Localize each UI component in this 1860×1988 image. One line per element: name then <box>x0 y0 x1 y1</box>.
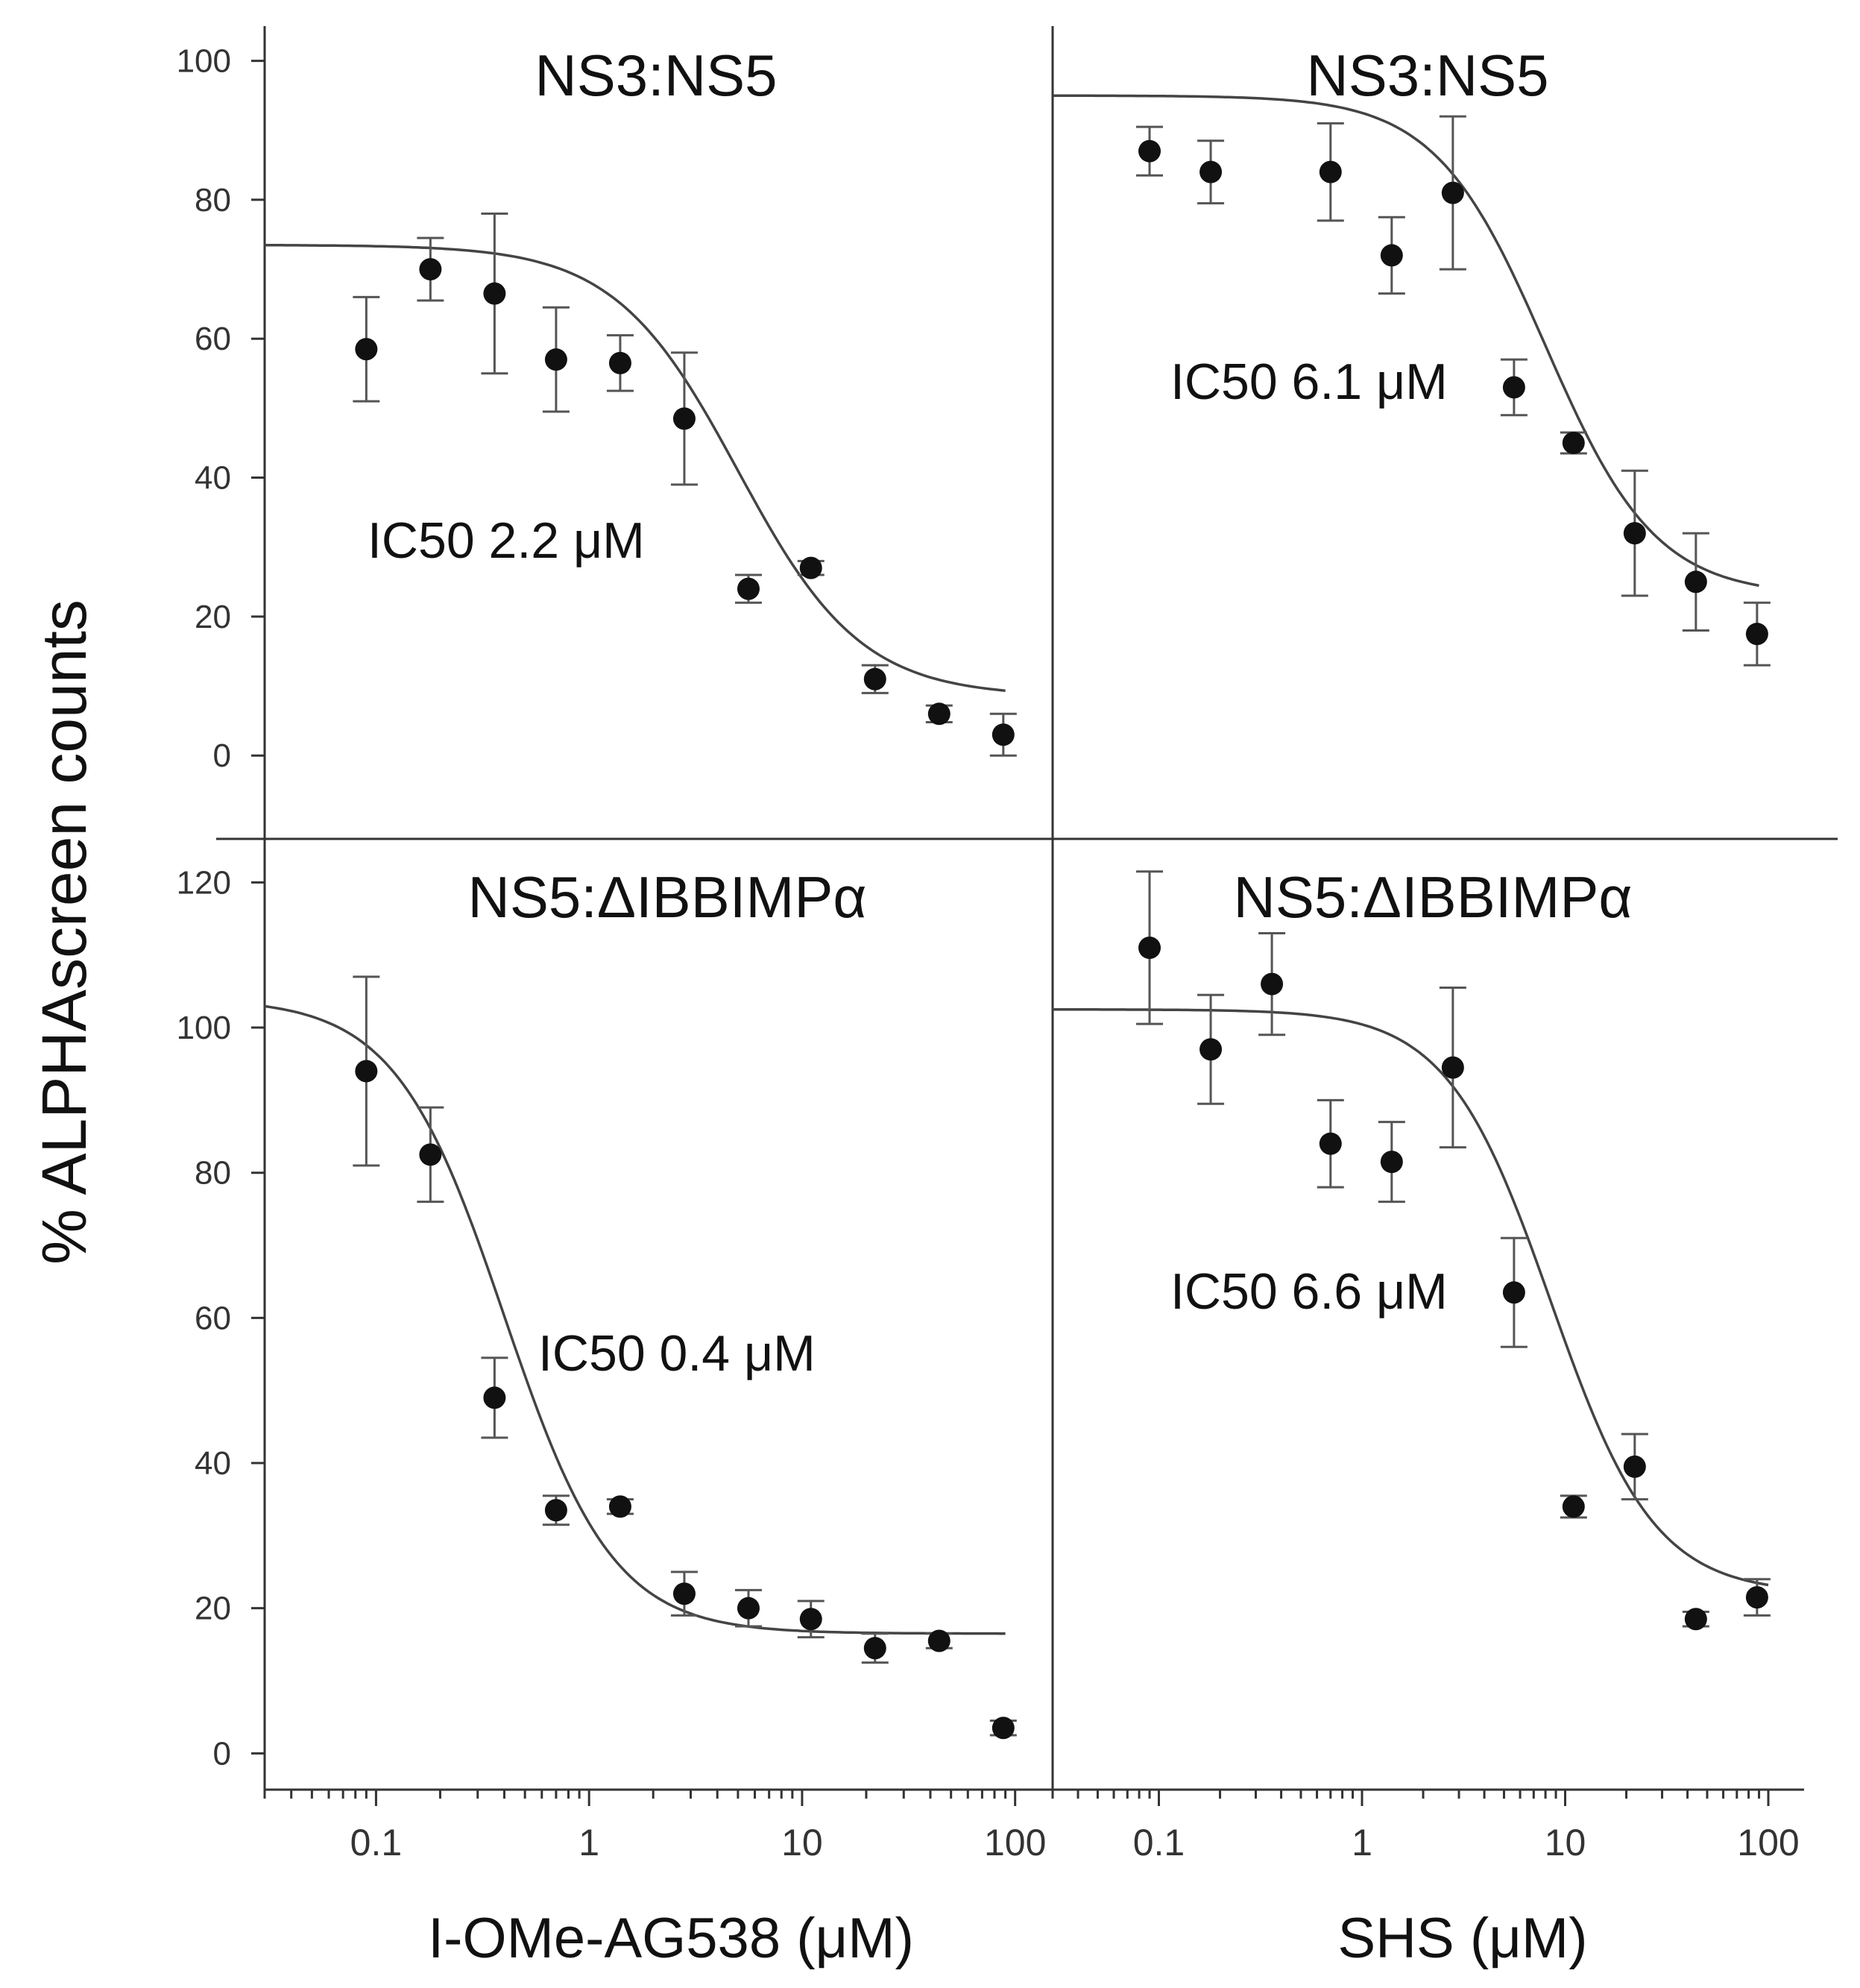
data-point <box>737 1597 760 1620</box>
data-point <box>1380 1151 1403 1174</box>
data-point <box>799 556 822 579</box>
y-tick-label: 120 <box>177 864 231 901</box>
x-tick-label: 1 <box>579 1822 599 1863</box>
data-point <box>863 1637 886 1660</box>
data-point <box>1319 160 1342 183</box>
panel-title: NS3:NS5 <box>1306 43 1548 108</box>
data-point <box>1441 181 1464 204</box>
data-point <box>1441 1056 1464 1079</box>
y-tick-label: 100 <box>177 43 231 80</box>
data-point <box>1199 160 1223 183</box>
data-point <box>672 1582 696 1605</box>
y-tick-label: 80 <box>195 182 231 218</box>
y-tick-label: 20 <box>195 599 231 635</box>
data-point <box>355 338 378 361</box>
data-point <box>863 667 886 691</box>
ic50-annotation: IC50 0.4 μM <box>538 1325 816 1382</box>
data-point <box>1562 431 1585 454</box>
y-tick-label: 0 <box>213 737 231 774</box>
data-point <box>1380 244 1403 267</box>
data-point <box>419 258 442 281</box>
data-point <box>483 282 506 305</box>
data-point <box>544 348 567 371</box>
data-point <box>483 1386 506 1409</box>
data-point <box>1502 1281 1525 1304</box>
x-axis-label-left: I-OMe-AG538 (μM) <box>428 1907 914 1970</box>
panel-title: NS5:ΔIBBIMPα <box>1234 864 1633 930</box>
y-tick-label: 40 <box>195 1445 231 1482</box>
y-tick-label: 0 <box>213 1735 231 1772</box>
data-point <box>1562 1495 1585 1518</box>
panel-ns3-ns5-ome: 0 20 40 60 80 100 NS3:NS5 IC50 2.2 μM <box>177 43 1017 774</box>
data-point <box>608 351 631 374</box>
ic50-annotation: IC50 6.6 μM <box>1170 1263 1448 1320</box>
y-tick-label: 60 <box>195 1300 231 1336</box>
fit-curve <box>264 1004 1006 1635</box>
data-point <box>1745 1586 1768 1609</box>
y-tick-label: 80 <box>195 1155 231 1192</box>
data-point <box>1261 972 1284 995</box>
y-tick-label: 60 <box>195 321 231 357</box>
data-point <box>355 1060 378 1083</box>
y-axis-label: % ALPHAscreen counts <box>29 600 99 1265</box>
panel-ns5-ibb-ome: 0 20 40 60 80 100 120 0.1 1 10 100 NS5:ΔIBBIMPα IC50… <box>177 864 1047 1863</box>
data-point <box>1502 376 1525 399</box>
x-tick-label: 100 <box>1737 1822 1799 1863</box>
data-point <box>799 1608 822 1631</box>
data-point <box>1684 1608 1707 1631</box>
panel-ns3-ns5-shs: NS3:NS5 IC50 6.1 μM <box>1053 43 1771 667</box>
x-tick-label: 0.1 <box>350 1822 403 1863</box>
data-point <box>992 723 1015 746</box>
panel-title: NS5:ΔIBBIMPα <box>468 864 867 930</box>
data-point <box>927 702 951 726</box>
data-point <box>1623 522 1646 545</box>
fit-curve <box>264 243 1006 692</box>
data-point <box>992 1717 1015 1740</box>
y-tick-label: 20 <box>195 1591 231 1627</box>
data-point <box>608 1495 631 1518</box>
data-point <box>1138 936 1161 959</box>
x-tick-label: 10 <box>1545 1822 1586 1863</box>
data-point <box>1138 139 1161 163</box>
ic50-annotation: IC50 6.1 μM <box>1170 353 1448 410</box>
data-point <box>1199 1038 1223 1061</box>
data-point <box>1319 1132 1342 1155</box>
y-tick-label: 40 <box>195 460 231 497</box>
y-tick-label: 100 <box>177 1010 231 1046</box>
panel-title: NS3:NS5 <box>535 43 777 108</box>
x-axis-label-right: SHS (μM) <box>1337 1907 1587 1970</box>
data-point <box>1684 570 1707 594</box>
data-point <box>672 407 696 430</box>
data-point <box>419 1143 442 1166</box>
panel-ns5-ibb-shs: 0.1 1 10 100 NS5:ΔIBBIMPα IC50 6.6 μM <box>1051 864 1800 1863</box>
data-point <box>1623 1455 1646 1478</box>
fit-curve <box>1053 1008 1769 1587</box>
data-point <box>927 1629 951 1652</box>
x-tick-label: 10 <box>781 1822 823 1863</box>
data-point <box>737 577 760 600</box>
ic50-annotation: IC50 2.2 μM <box>368 512 645 569</box>
fit-curve <box>1053 94 1759 588</box>
data-point <box>544 1499 567 1522</box>
x-tick-label: 100 <box>984 1822 1046 1863</box>
data-point <box>1745 623 1768 646</box>
x-tick-label: 0.1 <box>1133 1822 1185 1863</box>
x-tick-label: 1 <box>1352 1822 1372 1863</box>
